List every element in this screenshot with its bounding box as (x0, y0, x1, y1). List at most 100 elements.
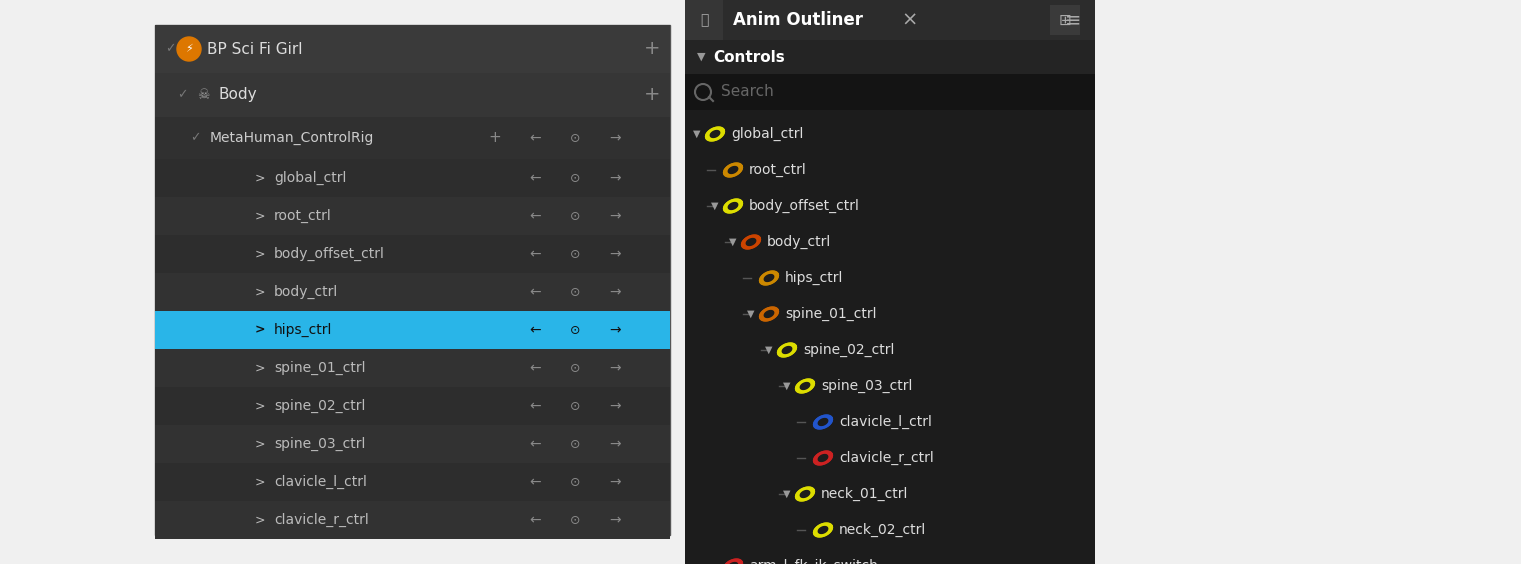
Polygon shape (724, 199, 742, 213)
Bar (155, 425, 669, 463)
Text: ×: × (902, 11, 919, 29)
Text: clavicle_r_ctrl: clavicle_r_ctrl (274, 513, 368, 527)
Text: ←: ← (529, 285, 541, 299)
Text: →: → (610, 475, 621, 489)
Polygon shape (782, 346, 792, 354)
Text: spine_01_ctrl: spine_01_ctrl (274, 361, 365, 375)
Bar (155, 159, 669, 197)
Polygon shape (764, 311, 774, 318)
Text: +: + (643, 86, 660, 104)
Text: global_ctrl: global_ctrl (732, 127, 803, 141)
Polygon shape (800, 382, 809, 390)
Bar (155, 501, 669, 539)
Text: >: > (254, 171, 265, 184)
Text: ▼: ▼ (783, 489, 791, 499)
Text: Search: Search (721, 85, 774, 99)
Text: BP Sci Fi Girl: BP Sci Fi Girl (207, 42, 303, 56)
Text: >: > (254, 399, 265, 412)
Polygon shape (747, 239, 756, 245)
Text: body_ctrl: body_ctrl (274, 285, 338, 299)
Text: ✓: ✓ (164, 42, 175, 55)
Text: ⊙: ⊙ (570, 131, 580, 144)
Text: ▼: ▼ (747, 309, 754, 319)
Text: MetaHuman_ControlRig: MetaHuman_ControlRig (210, 131, 374, 145)
Text: ←: ← (529, 361, 541, 375)
Text: ←: ← (529, 323, 541, 337)
Circle shape (176, 37, 201, 61)
Text: ▼: ▼ (694, 129, 701, 139)
Text: +: + (488, 130, 502, 146)
Polygon shape (742, 235, 760, 249)
Bar (684, 0, 1095, 40)
Text: ⊙: ⊙ (570, 399, 580, 412)
Bar (684, 74, 1095, 110)
Text: hips_ctrl: hips_ctrl (785, 271, 843, 285)
Text: >: > (254, 475, 265, 488)
Text: ←: ← (529, 171, 541, 185)
Text: Body: Body (219, 87, 257, 103)
Polygon shape (724, 163, 742, 177)
Text: ⊙: ⊙ (570, 513, 580, 527)
Polygon shape (710, 130, 719, 138)
Text: clavicle_r_ctrl: clavicle_r_ctrl (840, 451, 934, 465)
Bar (155, 387, 669, 425)
Polygon shape (814, 523, 832, 537)
Text: ▼: ▼ (783, 381, 791, 391)
Text: root_ctrl: root_ctrl (748, 163, 806, 177)
Text: →: → (610, 131, 621, 145)
Text: ☠: ☠ (196, 88, 210, 102)
Bar (155, 197, 669, 235)
Text: spine_03_ctrl: spine_03_ctrl (821, 379, 913, 393)
Text: ▼: ▼ (729, 237, 736, 247)
Text: >: > (254, 209, 265, 223)
Text: ▼: ▼ (697, 52, 706, 62)
Text: >: > (254, 248, 265, 261)
Polygon shape (764, 275, 774, 281)
Text: clavicle_l_ctrl: clavicle_l_ctrl (274, 475, 367, 489)
Text: >: > (254, 285, 265, 298)
Text: ←: ← (529, 437, 541, 451)
Text: Anim Outliner: Anim Outliner (733, 11, 862, 29)
Text: neck_02_ctrl: neck_02_ctrl (840, 523, 926, 537)
Polygon shape (814, 415, 832, 429)
Bar (155, 73, 669, 117)
Bar (155, 117, 669, 159)
Text: spine_02_ctrl: spine_02_ctrl (803, 343, 894, 357)
Polygon shape (729, 202, 738, 209)
Text: ←: ← (529, 247, 541, 261)
Text: ←: ← (529, 131, 541, 145)
Text: ⊙: ⊙ (570, 248, 580, 261)
Text: ⊙: ⊙ (570, 324, 580, 337)
Text: >: > (254, 324, 265, 337)
Text: >: > (254, 362, 265, 374)
Text: global_ctrl: global_ctrl (274, 171, 347, 185)
Polygon shape (706, 127, 724, 141)
Text: 🔧: 🔧 (700, 13, 709, 27)
Text: →: → (610, 323, 621, 337)
Polygon shape (795, 379, 814, 393)
Text: spine_02_ctrl: spine_02_ctrl (274, 399, 365, 413)
Text: ✓: ✓ (190, 131, 201, 144)
Bar (684, 0, 1095, 564)
Text: spine_03_ctrl: spine_03_ctrl (274, 437, 365, 451)
Polygon shape (818, 527, 827, 534)
Polygon shape (759, 271, 779, 285)
Text: ←: ← (529, 209, 541, 223)
Bar (155, 273, 669, 311)
Text: root_ctrl: root_ctrl (274, 209, 332, 223)
Text: →: → (610, 209, 621, 223)
Polygon shape (729, 166, 738, 174)
Bar (155, 235, 669, 273)
Text: ✓: ✓ (176, 89, 187, 102)
Text: →: → (610, 171, 621, 185)
Polygon shape (795, 487, 814, 501)
Bar (684, 40, 1095, 74)
Bar (155, 349, 669, 387)
Text: body_offset_ctrl: body_offset_ctrl (274, 247, 385, 261)
Text: arm_l_fk_ik_switch: arm_l_fk_ik_switch (748, 559, 878, 564)
Text: ⊙: ⊙ (570, 475, 580, 488)
Polygon shape (814, 451, 832, 465)
Text: →: → (610, 513, 621, 527)
Bar (155, 25, 669, 535)
Text: →: → (610, 437, 621, 451)
